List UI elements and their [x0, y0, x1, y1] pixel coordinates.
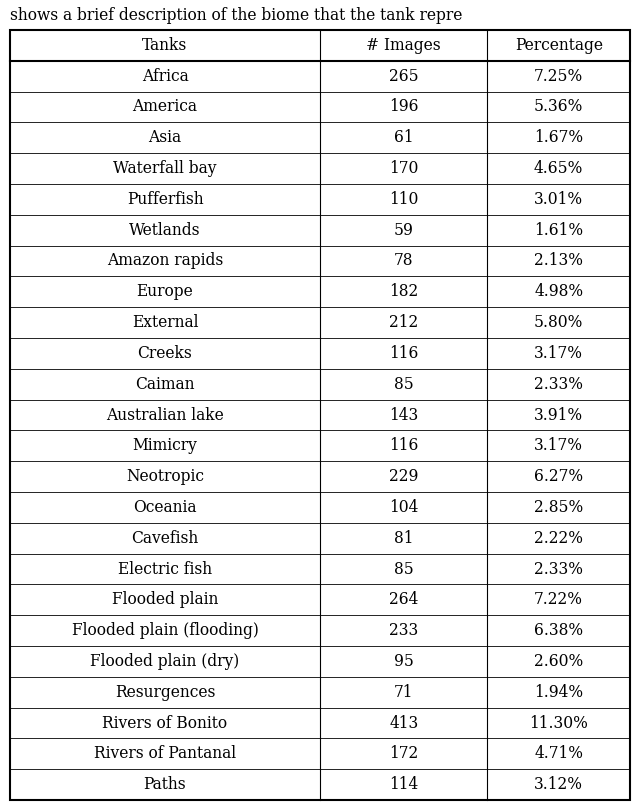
Text: Africa: Africa [141, 68, 188, 85]
Text: 116: 116 [389, 437, 419, 454]
Text: 110: 110 [389, 191, 419, 208]
Text: 182: 182 [389, 284, 419, 301]
Text: Flooded plain: Flooded plain [112, 591, 218, 608]
Text: 1.61%: 1.61% [534, 221, 583, 238]
Text: Creeks: Creeks [138, 345, 193, 362]
Text: 114: 114 [389, 776, 419, 793]
Text: Caiman: Caiman [135, 376, 195, 393]
Text: Pufferfish: Pufferfish [127, 191, 204, 208]
Text: # Images: # Images [366, 37, 441, 54]
Text: America: America [132, 99, 198, 116]
Text: Electric fish: Electric fish [118, 561, 212, 578]
Text: 229: 229 [389, 468, 419, 485]
Text: 81: 81 [394, 530, 413, 547]
Text: 5.36%: 5.36% [534, 99, 584, 116]
Text: 4.71%: 4.71% [534, 745, 583, 762]
Text: 212: 212 [389, 314, 419, 331]
Text: 196: 196 [389, 99, 419, 116]
Text: 233: 233 [389, 622, 419, 639]
Text: 104: 104 [389, 499, 419, 516]
Text: 95: 95 [394, 653, 413, 670]
Text: Rivers of Bonito: Rivers of Bonito [102, 714, 228, 731]
Text: 6.27%: 6.27% [534, 468, 583, 485]
Text: Tanks: Tanks [142, 37, 188, 54]
Text: 4.65%: 4.65% [534, 160, 584, 177]
Text: 1.94%: 1.94% [534, 684, 583, 701]
Text: 78: 78 [394, 252, 413, 270]
Text: Paths: Paths [144, 776, 186, 793]
Text: 265: 265 [389, 68, 419, 85]
Text: shows a brief description of the biome that the tank repre: shows a brief description of the biome t… [10, 7, 462, 24]
Text: Resurgences: Resurgences [115, 684, 215, 701]
Text: 116: 116 [389, 345, 419, 362]
Text: 3.17%: 3.17% [534, 345, 583, 362]
Text: 2.85%: 2.85% [534, 499, 583, 516]
Text: Amazon rapids: Amazon rapids [107, 252, 223, 270]
Text: 170: 170 [389, 160, 419, 177]
Text: 3.12%: 3.12% [534, 776, 583, 793]
Text: 85: 85 [394, 561, 413, 578]
Text: 6.38%: 6.38% [534, 622, 583, 639]
Text: 3.91%: 3.91% [534, 406, 583, 423]
Text: Percentage: Percentage [515, 37, 603, 54]
Text: 59: 59 [394, 221, 413, 238]
Text: 1.67%: 1.67% [534, 129, 583, 146]
Text: 7.22%: 7.22% [534, 591, 583, 608]
Text: Wetlands: Wetlands [129, 221, 201, 238]
Text: Europe: Europe [136, 284, 193, 301]
Text: 4.98%: 4.98% [534, 284, 583, 301]
Text: 2.13%: 2.13% [534, 252, 583, 270]
Text: Cavefish: Cavefish [131, 530, 198, 547]
Text: 61: 61 [394, 129, 413, 146]
Text: 3.17%: 3.17% [534, 437, 583, 454]
Text: Flooded plain (flooding): Flooded plain (flooding) [72, 622, 259, 639]
Text: Asia: Asia [148, 129, 182, 146]
Text: Mimicry: Mimicry [132, 437, 197, 454]
Text: 2.33%: 2.33% [534, 376, 583, 393]
Text: 71: 71 [394, 684, 413, 701]
Text: 2.60%: 2.60% [534, 653, 583, 670]
Text: External: External [132, 314, 198, 331]
Text: 172: 172 [389, 745, 419, 762]
Text: 413: 413 [389, 714, 419, 731]
Text: 3.01%: 3.01% [534, 191, 583, 208]
Text: Flooded plain (dry): Flooded plain (dry) [90, 653, 239, 670]
Text: 2.22%: 2.22% [534, 530, 583, 547]
Text: 11.30%: 11.30% [529, 714, 588, 731]
Text: Oceania: Oceania [133, 499, 196, 516]
Text: Neotropic: Neotropic [126, 468, 204, 485]
Text: 2.33%: 2.33% [534, 561, 583, 578]
Text: 5.80%: 5.80% [534, 314, 584, 331]
Text: 143: 143 [389, 406, 419, 423]
Text: 85: 85 [394, 376, 413, 393]
Text: Australian lake: Australian lake [106, 406, 224, 423]
Text: 264: 264 [389, 591, 419, 608]
Text: Rivers of Pantanal: Rivers of Pantanal [94, 745, 236, 762]
Text: Waterfall bay: Waterfall bay [113, 160, 217, 177]
Text: 7.25%: 7.25% [534, 68, 583, 85]
